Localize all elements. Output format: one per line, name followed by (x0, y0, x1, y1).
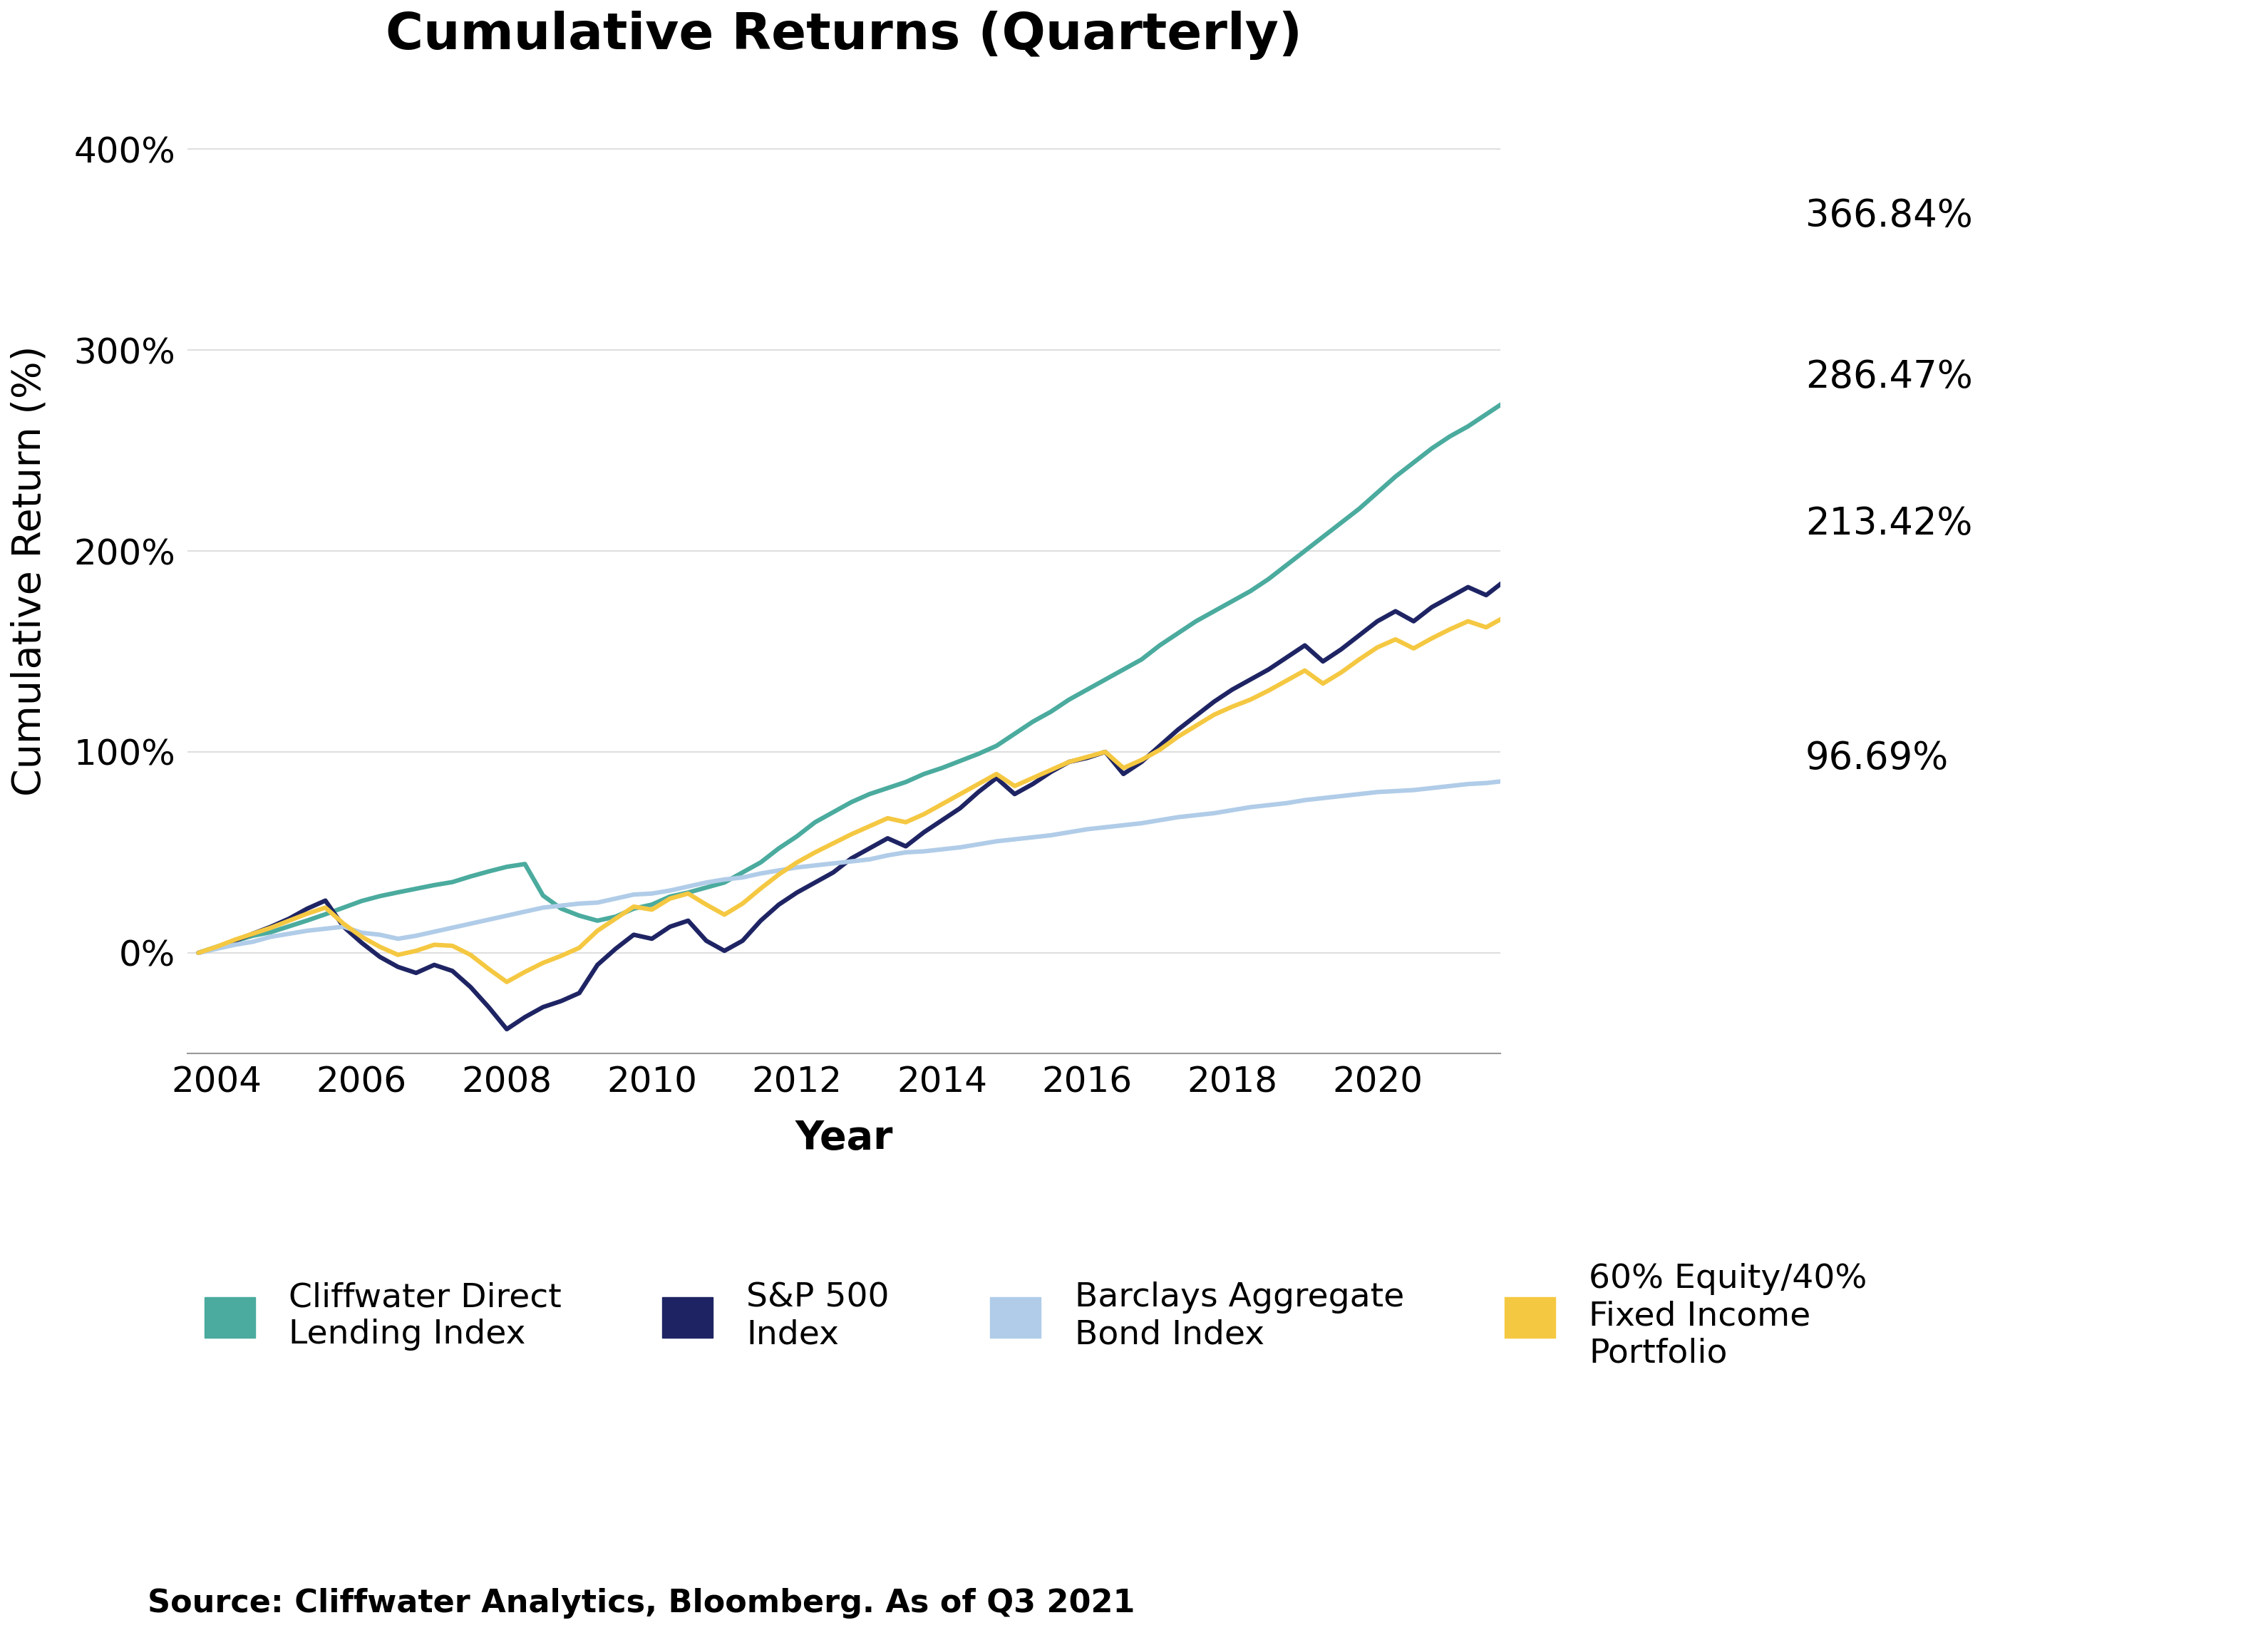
Text: 286.47%: 286.47% (1805, 358, 1973, 396)
Title: Cumulative Returns (Quarterly): Cumulative Returns (Quarterly) (386, 11, 1302, 60)
X-axis label: Year: Year (796, 1120, 894, 1158)
Y-axis label: Cumulative Return (%): Cumulative Return (%) (11, 345, 50, 796)
Text: 366.84%: 366.84% (1805, 198, 1973, 234)
Text: 213.42%: 213.42% (1805, 505, 1973, 543)
Text: 96.69%: 96.69% (1805, 741, 1948, 777)
Legend: Cliffwater Direct
Lending Index, S&P 500
Index, Barclays Aggregate
Bond Index, 6: Cliffwater Direct Lending Index, S&P 500… (204, 1262, 1867, 1368)
Text: Source: Cliffwater Analytics, Bloomberg. As of Q3 2021: Source: Cliffwater Analytics, Bloomberg.… (147, 1588, 1134, 1619)
